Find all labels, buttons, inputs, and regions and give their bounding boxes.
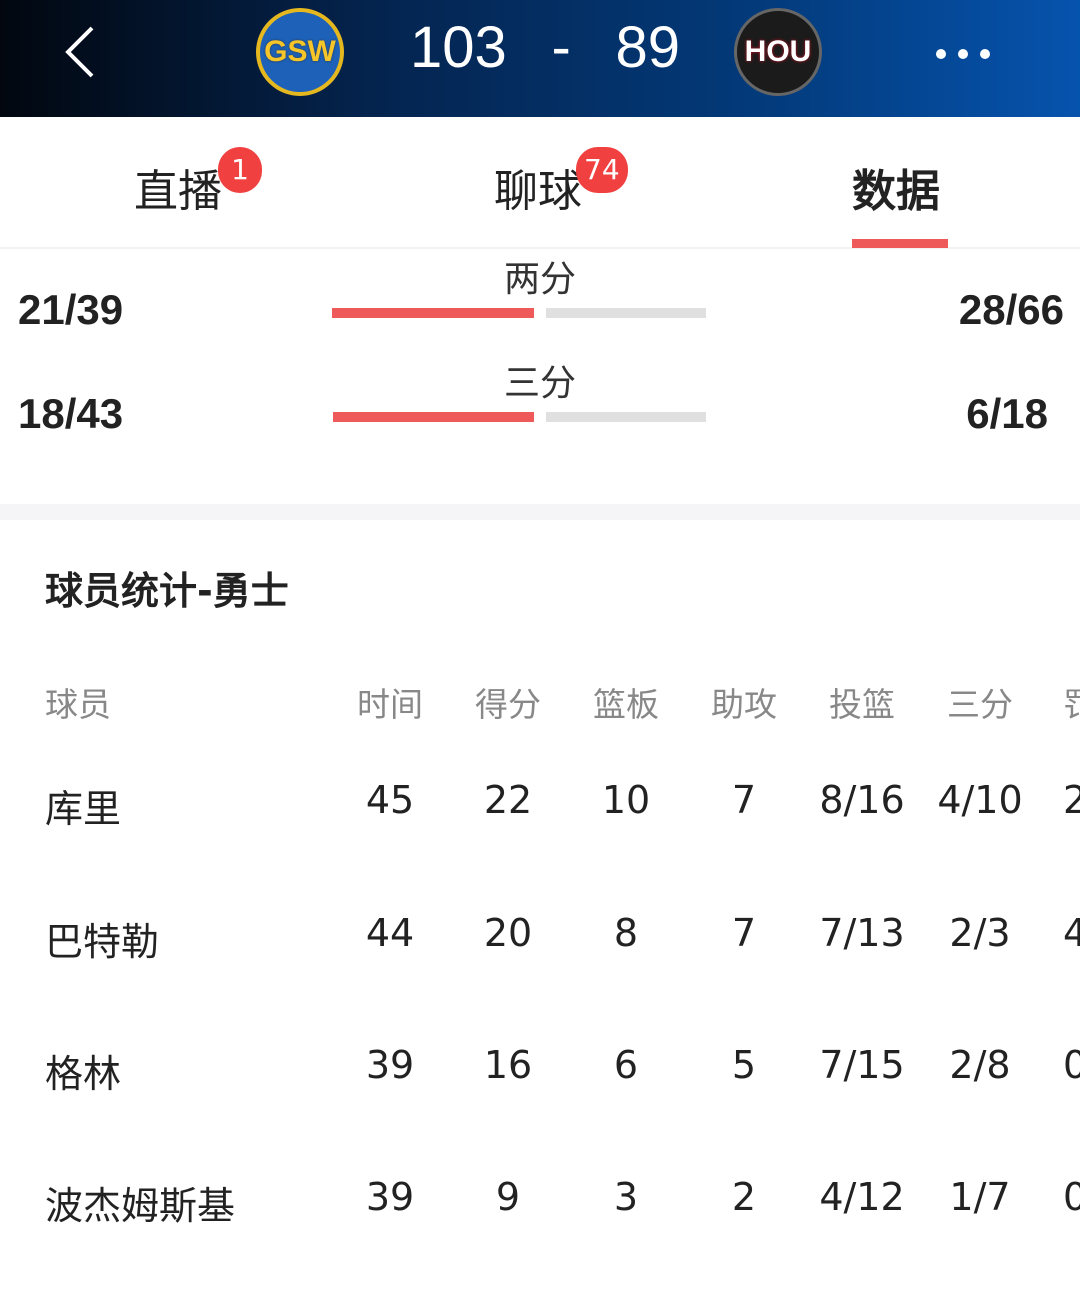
col-assists[interactable]: 助攻: [711, 685, 777, 724]
score-separator: -: [551, 15, 571, 80]
minutes: 45: [365, 778, 415, 822]
tab-live[interactable]: 直播: [134, 155, 222, 219]
chat-badge: 74: [576, 147, 628, 193]
field-goals: 7/13: [819, 911, 905, 955]
rebounds: 3: [613, 1175, 639, 1219]
live-badge: 1: [218, 147, 262, 193]
rebounds: 8: [613, 911, 639, 955]
away-team-logo[interactable]: HOU: [734, 8, 822, 96]
col-minutes[interactable]: 时间: [357, 685, 423, 724]
col-points[interactable]: 得分: [475, 685, 541, 724]
rebounds: 6: [613, 1043, 639, 1087]
col-player: 球员: [45, 685, 111, 724]
points: 16: [483, 1043, 533, 1087]
col-rebounds[interactable]: 篮板: [593, 685, 659, 724]
away-two-point-bar: [546, 308, 706, 318]
section-title: 球员统计-勇士: [45, 569, 289, 613]
free-throws: 0: [1063, 1043, 1080, 1087]
three-pointers: 4/10: [937, 778, 1023, 822]
points: 22: [483, 778, 533, 822]
three-pointers: 2/8: [949, 1043, 1011, 1087]
away-three-point: 6/18: [966, 390, 1048, 437]
section-divider: [0, 504, 1080, 520]
home-team-logo[interactable]: GSW: [256, 8, 344, 96]
tab-bar: 直播 1 聊球 74 数据: [0, 117, 1080, 249]
three-pointers: 1/7: [949, 1175, 1011, 1219]
player-name: 波杰姆斯基: [45, 1184, 236, 1228]
home-two-point-bar: [332, 308, 534, 318]
tab-chat[interactable]: 聊球: [494, 155, 582, 219]
player-name: 库里: [45, 787, 122, 831]
assists: 7: [731, 911, 757, 955]
free-throws: 4: [1063, 911, 1080, 955]
away-three-point-bar: [546, 412, 706, 422]
assists: 7: [731, 778, 757, 822]
three-pointers: 2/3: [949, 911, 1011, 955]
free-throws: 0: [1063, 1175, 1080, 1219]
points: 9: [495, 1175, 521, 1219]
tab-stats-label: 数据: [852, 166, 940, 217]
away-two-point: 28/66: [958, 286, 1064, 333]
minutes: 39: [365, 1043, 415, 1087]
free-throws: 2: [1063, 778, 1080, 822]
table-row[interactable]: 格林 39 16 6 5 7/15 2/8 0: [0, 1043, 1080, 1103]
tab-stats[interactable]: 数据: [852, 155, 940, 219]
field-goals: 8/16: [819, 778, 905, 822]
table-header: 球员 时间 得分 篮板 助攻 投篮 三分 罚球: [0, 678, 1080, 738]
field-goals: 7/15: [819, 1043, 905, 1087]
field-goals: 4/12: [819, 1175, 905, 1219]
player-name: 格林: [45, 1052, 122, 1096]
two-point-label: 两分: [503, 259, 576, 300]
col-3pt[interactable]: 三分: [947, 685, 1013, 724]
tab-chat-label: 聊球: [494, 166, 582, 217]
minutes: 39: [365, 1175, 415, 1219]
active-tab-indicator: [852, 239, 948, 248]
home-three-point: 18/43: [18, 390, 124, 437]
score-header: GSW 103 - 89 HOU: [0, 0, 1080, 117]
table-row[interactable]: 巴特勒 44 20 8 7 7/13 2/3 4: [0, 911, 1080, 971]
player-name: 巴特勒: [45, 920, 160, 964]
back-arrow-icon[interactable]: [62, 24, 102, 80]
score: 103 - 89: [410, 14, 680, 81]
col-ft[interactable]: 罚球: [1063, 685, 1080, 724]
home-score: 103: [410, 15, 507, 80]
away-score: 89: [615, 15, 680, 80]
table-row[interactable]: 库里 45 22 10 7 8/16 4/10 2: [0, 778, 1080, 838]
points: 20: [483, 911, 533, 955]
minutes: 44: [365, 911, 415, 955]
home-three-point-bar: [333, 412, 534, 422]
home-two-point: 21/39: [18, 286, 124, 333]
col-fg[interactable]: 投篮: [829, 685, 895, 724]
rebounds: 10: [601, 778, 651, 822]
assists: 2: [731, 1175, 757, 1219]
assists: 5: [731, 1043, 757, 1087]
more-options-icon[interactable]: [936, 44, 1002, 63]
tab-live-label: 直播: [134, 166, 222, 217]
table-row[interactable]: 波杰姆斯基 39 9 3 2 4/12 1/7 0: [0, 1175, 1080, 1235]
three-point-label: 三分: [503, 363, 576, 404]
